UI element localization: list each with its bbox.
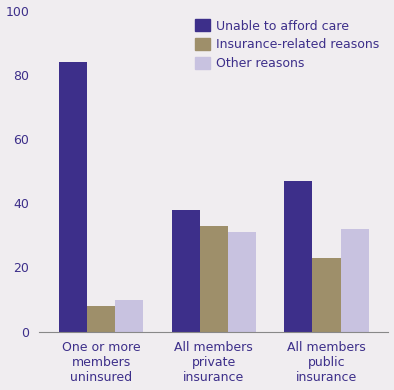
Legend: Unable to afford care, Insurance-related reasons, Other reasons: Unable to afford care, Insurance-related… (193, 17, 382, 73)
Bar (87, 306, 115, 332)
Bar (228, 232, 256, 332)
Bar (59, 62, 87, 332)
Bar (200, 226, 228, 332)
Bar (284, 181, 312, 332)
Bar (115, 300, 143, 332)
Bar (340, 229, 369, 332)
Bar (312, 258, 340, 332)
Bar (171, 210, 200, 332)
